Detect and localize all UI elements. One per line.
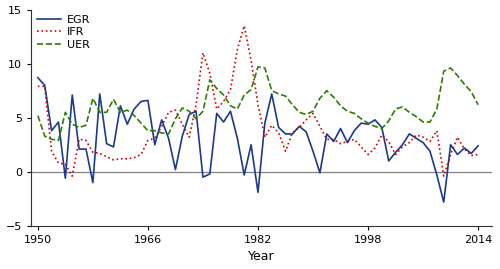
- EGR: [138, 100, 144, 103]
- EGR: [220, 121, 226, 124]
- EGR: [262, 122, 268, 125]
- UER: [35, 114, 41, 117]
- EGR: [440, 200, 446, 204]
- EGR: [413, 137, 419, 140]
- UER: [475, 103, 481, 106]
- Line: EGR: EGR: [38, 78, 478, 202]
- X-axis label: Year: Year: [248, 250, 274, 263]
- IFR: [276, 131, 281, 134]
- Legend: EGR, IFR, UER: EGR, IFR, UER: [34, 13, 92, 52]
- UER: [276, 92, 281, 95]
- UER: [462, 83, 468, 86]
- IFR: [69, 175, 75, 178]
- IFR: [241, 24, 247, 27]
- UER: [172, 117, 178, 121]
- Line: IFR: IFR: [38, 26, 478, 176]
- EGR: [166, 137, 172, 140]
- IFR: [228, 88, 234, 91]
- IFR: [475, 153, 481, 156]
- EGR: [35, 76, 41, 79]
- IFR: [462, 147, 468, 151]
- UER: [56, 139, 62, 142]
- EGR: [462, 146, 468, 150]
- Line: UER: UER: [38, 67, 478, 140]
- UER: [145, 129, 151, 132]
- IFR: [35, 85, 41, 88]
- IFR: [145, 139, 151, 142]
- UER: [228, 104, 234, 107]
- IFR: [427, 140, 433, 143]
- UER: [255, 65, 261, 69]
- EGR: [475, 144, 481, 147]
- IFR: [172, 108, 178, 112]
- UER: [427, 121, 433, 124]
